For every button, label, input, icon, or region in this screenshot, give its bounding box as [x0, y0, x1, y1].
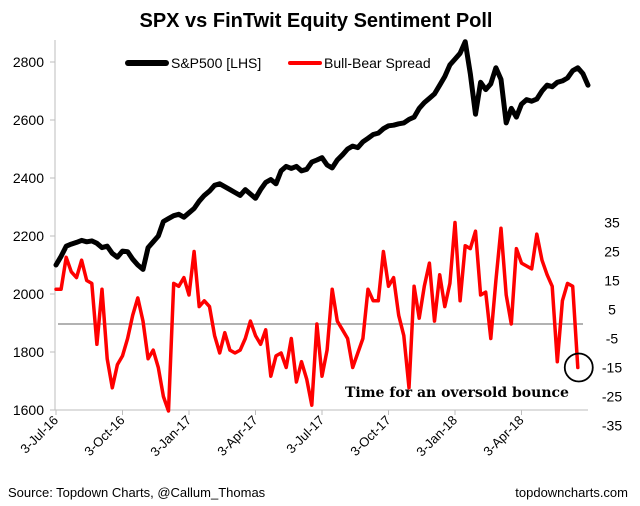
left-tick-label: 2400: [13, 170, 44, 186]
x-tick-label: 3-Jul-17: [283, 413, 327, 457]
x-tick-label: 3-Oct-17: [347, 413, 393, 459]
left-tick-label: 2000: [13, 286, 44, 302]
x-axis-ticks: 3-Jul-16 3-Oct-16 3-Jan-17 3-Apr-17 3-Jul-17…: [17, 410, 527, 460]
series-line-sp500: [53, 39, 591, 272]
series-line-bull-bear: [54, 220, 580, 413]
x-tick-label: 3-Jan-18: [413, 413, 460, 460]
x-tick-label: 3-Apr-17: [214, 413, 260, 459]
x-tick-label: 3-Apr-18: [480, 413, 526, 459]
annotation-text: Time for an oversold bounce: [345, 385, 569, 401]
right-tick-label: 15: [604, 273, 620, 289]
left-tick-label: 2200: [13, 228, 44, 244]
left-tick-label: 2800: [13, 54, 44, 70]
right-axis-ticks: -35 -25 -15 -5 5 15 25 35: [602, 215, 622, 434]
left-tick-label: 1600: [13, 402, 44, 418]
legend: S&P500 [LHS] Bull-Bear Spread: [125, 55, 431, 71]
source-footer: Source: Topdown Charts, @Callum_Thomas: [8, 485, 266, 500]
right-tick-label: -15: [602, 360, 622, 376]
legend-label-sp500: S&P500 [LHS]: [171, 55, 261, 71]
series-layer: [53, 39, 591, 413]
right-tick-label: 35: [604, 215, 620, 231]
x-tick-label: 3-Jan-17: [147, 413, 194, 460]
chart-title: SPX vs FinTwit Equity Sentiment Poll: [139, 10, 492, 32]
right-tick-label: -25: [602, 389, 622, 405]
website-footer: topdowncharts.com: [515, 485, 628, 500]
right-tick-label: -5: [606, 331, 619, 347]
left-axis-ticks: 1600 1800 2000 2200 2400 2600 2800: [13, 54, 55, 418]
legend-label-bull-bear: Bull-Bear Spread: [324, 55, 431, 71]
annotation-circle: [563, 352, 594, 383]
left-tick-label: 1800: [13, 344, 44, 360]
right-tick-label: -35: [602, 418, 622, 434]
x-tick-label: 3-Oct-16: [81, 413, 127, 459]
right-tick-label: 25: [604, 244, 620, 260]
left-tick-label: 2600: [13, 112, 44, 128]
right-tick-label: 5: [608, 302, 616, 318]
x-tick-label: 3-Jul-16: [17, 413, 61, 457]
